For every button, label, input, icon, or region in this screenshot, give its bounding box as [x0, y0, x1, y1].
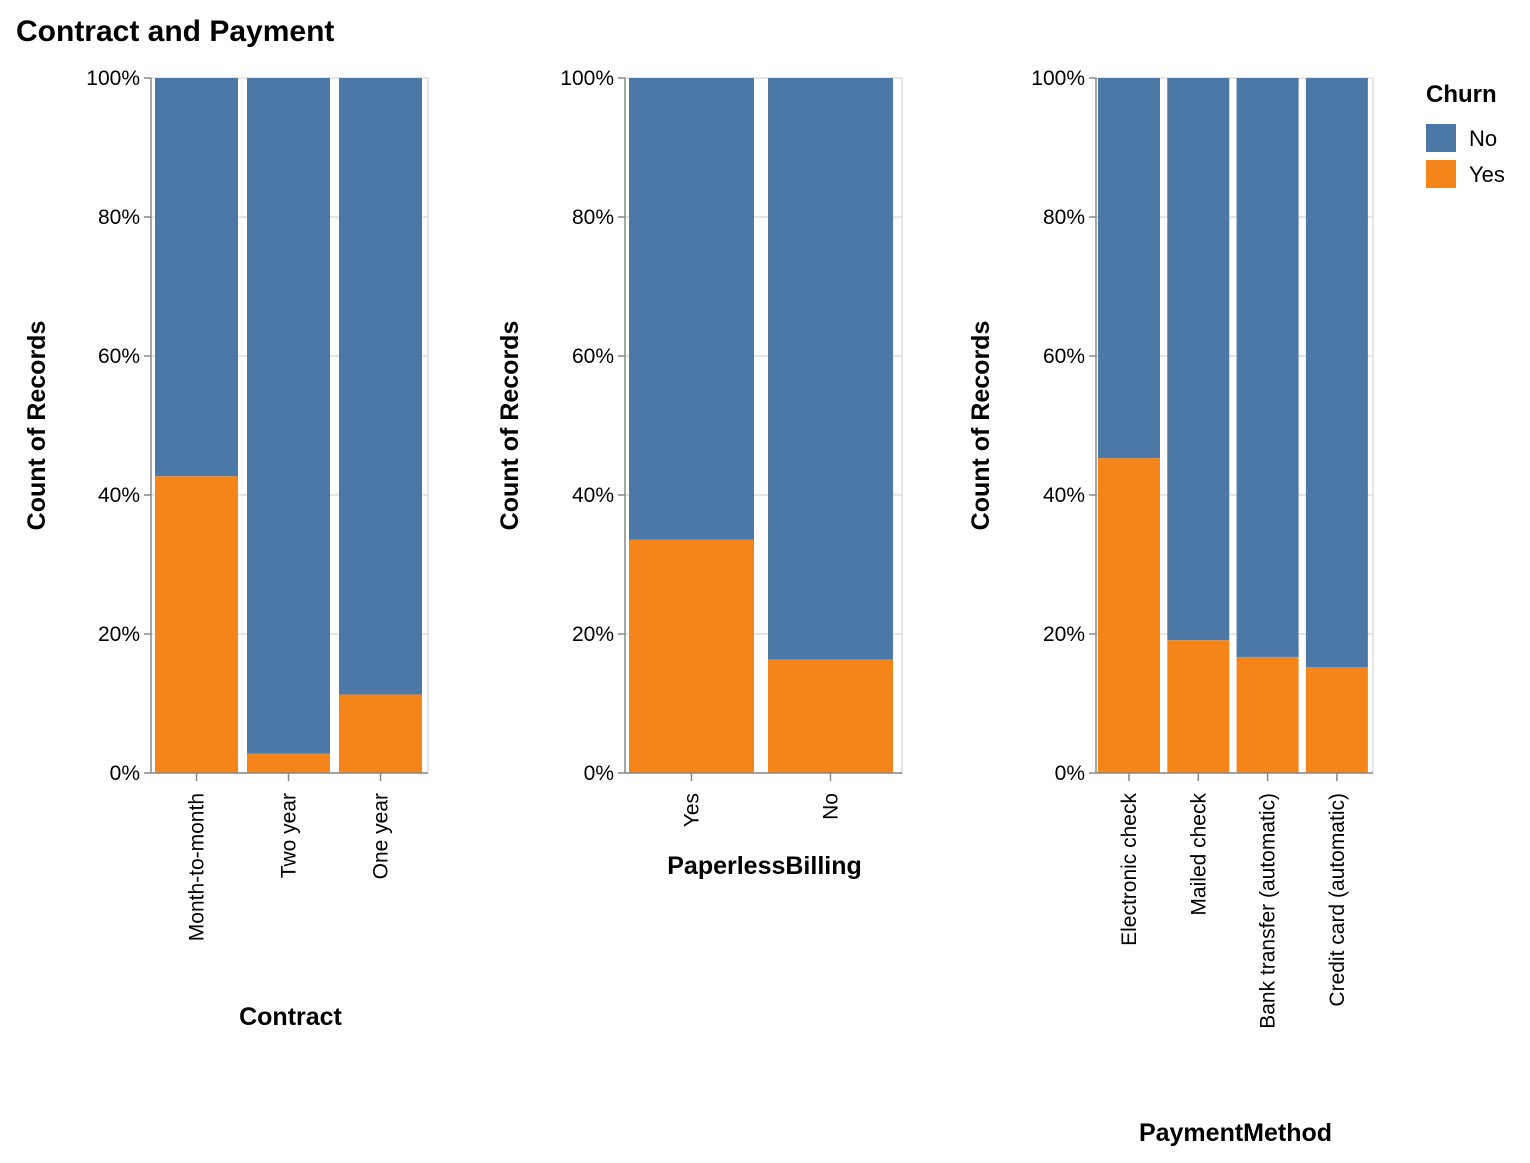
- x-axis-title: Contract: [239, 1003, 342, 1031]
- bar-no-1: [1167, 78, 1230, 641]
- x-tick-label: Month-to-month: [186, 793, 209, 941]
- bar-yes-3: [1305, 667, 1368, 773]
- x-tick-label: Yes: [681, 793, 704, 827]
- y-tick-label: 40%: [1043, 484, 1085, 507]
- chart-panels: 0% 20% 40% 60% 80% 100% Month-to-month Two year…: [23, 67, 1374, 1147]
- legend-label-no: No: [1469, 126, 1497, 151]
- chart-panel-paymentmethod: 0% 20% 40% 60% 80% 100% Electronic check Mailed…: [967, 67, 1374, 1147]
- bar-no-2: [1236, 78, 1299, 657]
- chart-title: Contract and Payment: [16, 15, 334, 48]
- legend-swatch-yes: [1426, 160, 1456, 188]
- bar-yes-0: [155, 476, 238, 773]
- chart-panel-contract: 0% 20% 40% 60% 80% 100% Month-to-month Two year…: [23, 67, 429, 1031]
- bar-yes-0: [1098, 458, 1160, 773]
- x-tick-label: Two year: [278, 793, 301, 878]
- y-tick-label: 20%: [98, 623, 140, 646]
- x-tick-label: No: [820, 793, 843, 820]
- y-tick-label: 20%: [572, 623, 614, 646]
- legend: Churn No Yes: [1426, 81, 1505, 188]
- y-axis-title: Count of Records: [967, 321, 995, 531]
- legend-title: Churn: [1426, 81, 1497, 108]
- y-tick-label: 0%: [110, 762, 140, 785]
- bar-no-1: [768, 78, 893, 660]
- y-tick-label: 60%: [98, 345, 140, 368]
- x-tick-label: Credit card (automatic): [1326, 793, 1349, 1007]
- y-axis-title: Count of Records: [496, 321, 524, 531]
- y-tick-label: 0%: [584, 762, 614, 785]
- y-tick-label: 100%: [1031, 67, 1085, 90]
- chart-panel-paperlessbilling: 0% 20% 40% 60% 80% 100% Yes No Count of Records P…: [496, 67, 903, 880]
- bar-yes-2: [339, 694, 422, 773]
- x-axis-title: PaymentMethod: [1139, 1119, 1332, 1147]
- x-tick-label: Bank transfer (automatic): [1257, 793, 1280, 1029]
- x-tick-label: Mailed check: [1187, 793, 1210, 916]
- bar-no-0: [1098, 78, 1160, 459]
- bar-yes-0: [629, 539, 754, 773]
- y-tick-label: 40%: [572, 484, 614, 507]
- x-axis-title: PaperlessBilling: [667, 852, 862, 880]
- bar-yes-1: [247, 753, 330, 773]
- x-tick-label: Electronic check: [1118, 793, 1141, 946]
- y-axis-title: Count of Records: [23, 321, 51, 531]
- x-tick-label: One year: [370, 793, 393, 879]
- y-tick-label: 60%: [572, 345, 614, 368]
- y-tick-label: 60%: [1043, 345, 1085, 368]
- bar-no-0: [155, 78, 238, 477]
- y-tick-label: 80%: [572, 206, 614, 229]
- bar-yes-1: [1167, 640, 1230, 773]
- y-tick-label: 100%: [86, 67, 140, 90]
- legend-swatch-no: [1426, 124, 1456, 152]
- bar-no-0: [629, 78, 754, 540]
- bar-no-2: [339, 78, 422, 695]
- y-tick-label: 100%: [560, 67, 614, 90]
- bar-no-1: [247, 78, 330, 754]
- bar-no-3: [1305, 78, 1368, 668]
- y-tick-label: 40%: [98, 484, 140, 507]
- y-tick-label: 20%: [1043, 623, 1085, 646]
- bar-yes-1: [768, 659, 893, 773]
- y-tick-label: 80%: [1043, 206, 1085, 229]
- bar-yes-2: [1236, 656, 1299, 773]
- legend-label-yes: Yes: [1469, 162, 1505, 187]
- y-tick-label: 80%: [98, 206, 140, 229]
- y-tick-label: 0%: [1055, 762, 1085, 785]
